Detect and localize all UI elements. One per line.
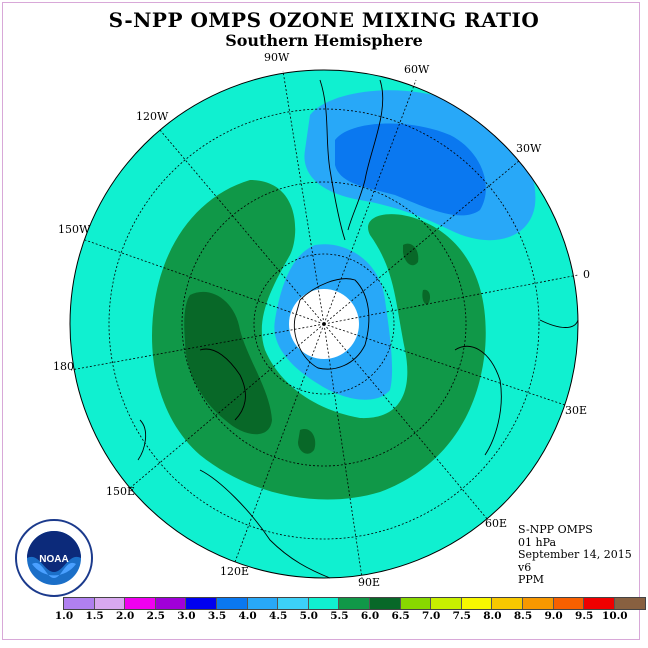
legend-label: 8.0: [483, 610, 502, 622]
lon-label-180: 180: [53, 360, 74, 373]
legend-label: 1.5: [85, 610, 104, 622]
legend-swatch: [461, 598, 493, 609]
legend-label: 5.0: [299, 610, 318, 622]
legend-swatch: [553, 598, 585, 609]
legend-swatch: [584, 598, 615, 609]
legend-label: 2.0: [116, 610, 135, 622]
legend-swatch: [522, 598, 554, 609]
ozone-core-4: [422, 289, 431, 305]
lon-label-60e: 60E: [485, 517, 507, 530]
legend-swatch: [155, 598, 187, 609]
legend-label: 6.0: [360, 610, 380, 622]
lon-label-150e: 150E: [106, 485, 135, 498]
legend-swatch: [492, 598, 523, 609]
lon-label-30e: 30E: [565, 404, 587, 417]
legend-label: 7.0: [422, 610, 441, 622]
legend-label: 5.5: [330, 610, 349, 622]
lon-label-150w: 150W: [58, 223, 91, 236]
legend-label: 10.0: [602, 610, 628, 622]
legend-swatch: [94, 598, 126, 609]
color-legend: [63, 597, 647, 610]
legend-swatch: [125, 598, 156, 609]
legend-label: 3.0: [177, 610, 196, 622]
legend-label: 1.0: [54, 610, 74, 622]
legend-swatch: [339, 598, 370, 609]
legend-label: 2.5: [146, 610, 165, 622]
graticule: [70, 70, 579, 579]
legend-swatch: [186, 598, 217, 609]
info-instrument: S-NPP OMPS: [518, 523, 593, 536]
info-date: September 14, 2015: [518, 548, 632, 561]
page-frame: [2, 2, 640, 640]
lon-label-30w: 30W: [516, 142, 542, 155]
lon-label-90e: 90E: [358, 576, 380, 589]
legend-swatch: [614, 598, 646, 609]
legend-swatch: [400, 598, 432, 609]
legend-label: 4.0: [238, 610, 257, 622]
info-level: 01 hPa: [518, 535, 557, 549]
map-subtitle: Southern Hemisphere: [225, 31, 423, 50]
ozone-core-3: [403, 243, 419, 266]
legend-swatch: [64, 598, 95, 609]
ozone-core-2: [298, 429, 316, 454]
ozone-core-1: [184, 291, 272, 435]
noaa-logo: NOAA: [15, 519, 93, 597]
legend-label: 7.5: [452, 610, 471, 622]
legend-swatch: [431, 598, 462, 609]
legend-label: 3.5: [207, 610, 227, 622]
legend-swatch: [216, 598, 248, 609]
map-title: S-NPP OMPS OZONE MIXING RATIO: [108, 8, 540, 32]
lon-label-90w: 90W: [264, 51, 290, 64]
legend-label: 8.5: [513, 610, 533, 622]
legend-label: 9.0: [544, 610, 563, 622]
info-version: v6: [518, 560, 532, 574]
legend-label: 9.5: [575, 610, 594, 622]
lon-label-0: 0: [583, 268, 590, 281]
legend-swatch: [308, 598, 340, 609]
pole-marker: [322, 322, 326, 326]
info-block: S-NPP OMPS 01 hPa September 14, 2015 v6 …: [518, 523, 632, 587]
disk-outline: [69, 69, 579, 579]
info-units: PPM: [518, 573, 545, 586]
lower-region-upper: [335, 123, 486, 216]
longitude-labels: 90W 60W 30W 0 30E 60E 90E 120E 150E 180 …: [53, 51, 590, 589]
lon-label-120e: 120E: [220, 565, 249, 578]
legend-swatch: [278, 598, 309, 609]
lon-label-120w: 120W: [136, 110, 169, 123]
logo-text: NOAA: [39, 554, 68, 565]
legend-swatch: [247, 598, 279, 609]
legend-swatch: [369, 598, 401, 609]
legend-label: 4.5: [269, 610, 288, 622]
coastlines: [137, 79, 579, 579]
lon-label-60w: 60W: [404, 63, 430, 76]
legend-label: 6.5: [391, 610, 410, 622]
